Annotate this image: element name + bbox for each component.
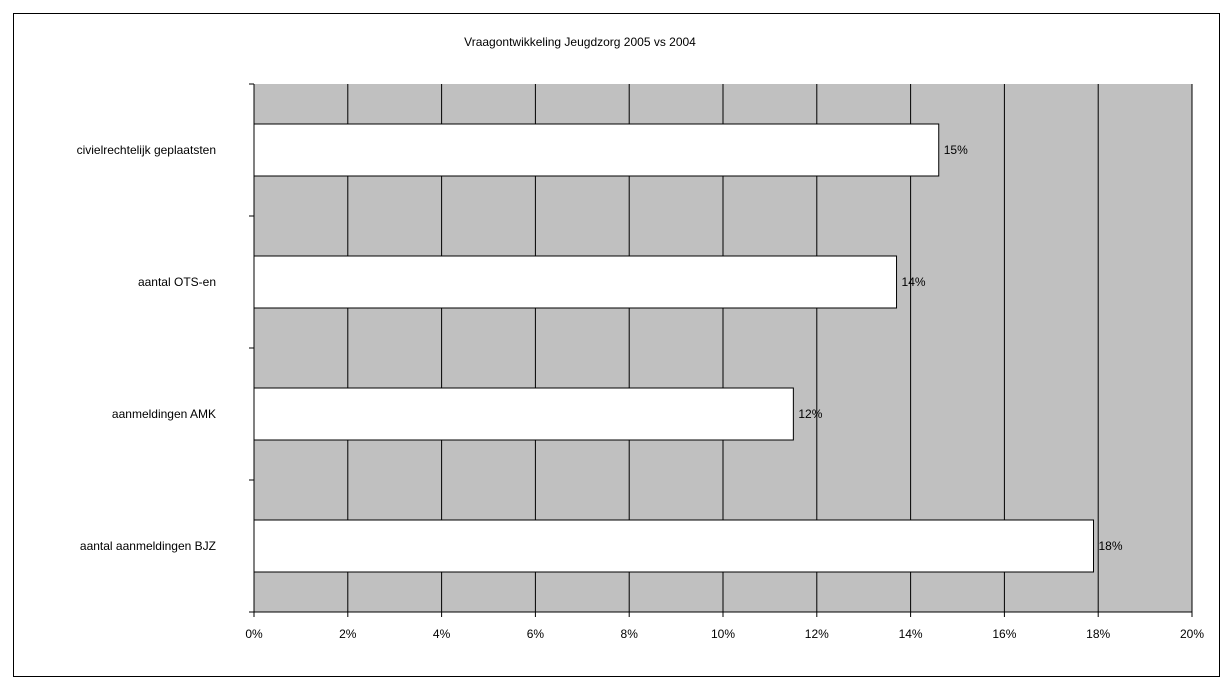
x-tick-label-3: 6% bbox=[527, 627, 545, 641]
bar-1 bbox=[253, 255, 898, 309]
category-label-1: aantal OTS-en bbox=[138, 275, 216, 289]
x-tick-label-7: 14% bbox=[899, 627, 923, 641]
x-tick-label-0: 0% bbox=[245, 627, 263, 641]
x-tick-label-9: 18% bbox=[1086, 627, 1110, 641]
bar-0 bbox=[253, 123, 940, 177]
x-tick-label-2: 4% bbox=[433, 627, 451, 641]
x-tick-label-1: 2% bbox=[339, 627, 357, 641]
data-label-3: 18% bbox=[1099, 539, 1123, 553]
bar-3 bbox=[253, 519, 1095, 573]
plot-area: 0% 2% 4% 6% 8% 10% 12% 14% 16% 18% 20% 15% civielrec… bbox=[77, 83, 1204, 641]
x-tick-label-5: 10% bbox=[711, 627, 735, 641]
data-label-0: 15% bbox=[944, 143, 968, 157]
data-label-2: 12% bbox=[798, 407, 822, 421]
chart-title: Vraagontwikkeling Jeugdzorg 2005 vs 2004 bbox=[464, 35, 696, 49]
category-label-2: aanmeldingen AMK bbox=[112, 407, 216, 421]
x-tick-label-4: 8% bbox=[621, 627, 639, 641]
data-label-1: 14% bbox=[902, 275, 926, 289]
x-tick-label-8: 16% bbox=[992, 627, 1016, 641]
x-tick-label-6: 12% bbox=[805, 627, 829, 641]
x-tick-label-10: 20% bbox=[1180, 627, 1204, 641]
category-label-0: civielrechtelijk geplaatsten bbox=[77, 143, 216, 157]
category-label-3: aantal aanmeldingen BJZ bbox=[80, 539, 216, 553]
bar-2 bbox=[253, 387, 794, 441]
